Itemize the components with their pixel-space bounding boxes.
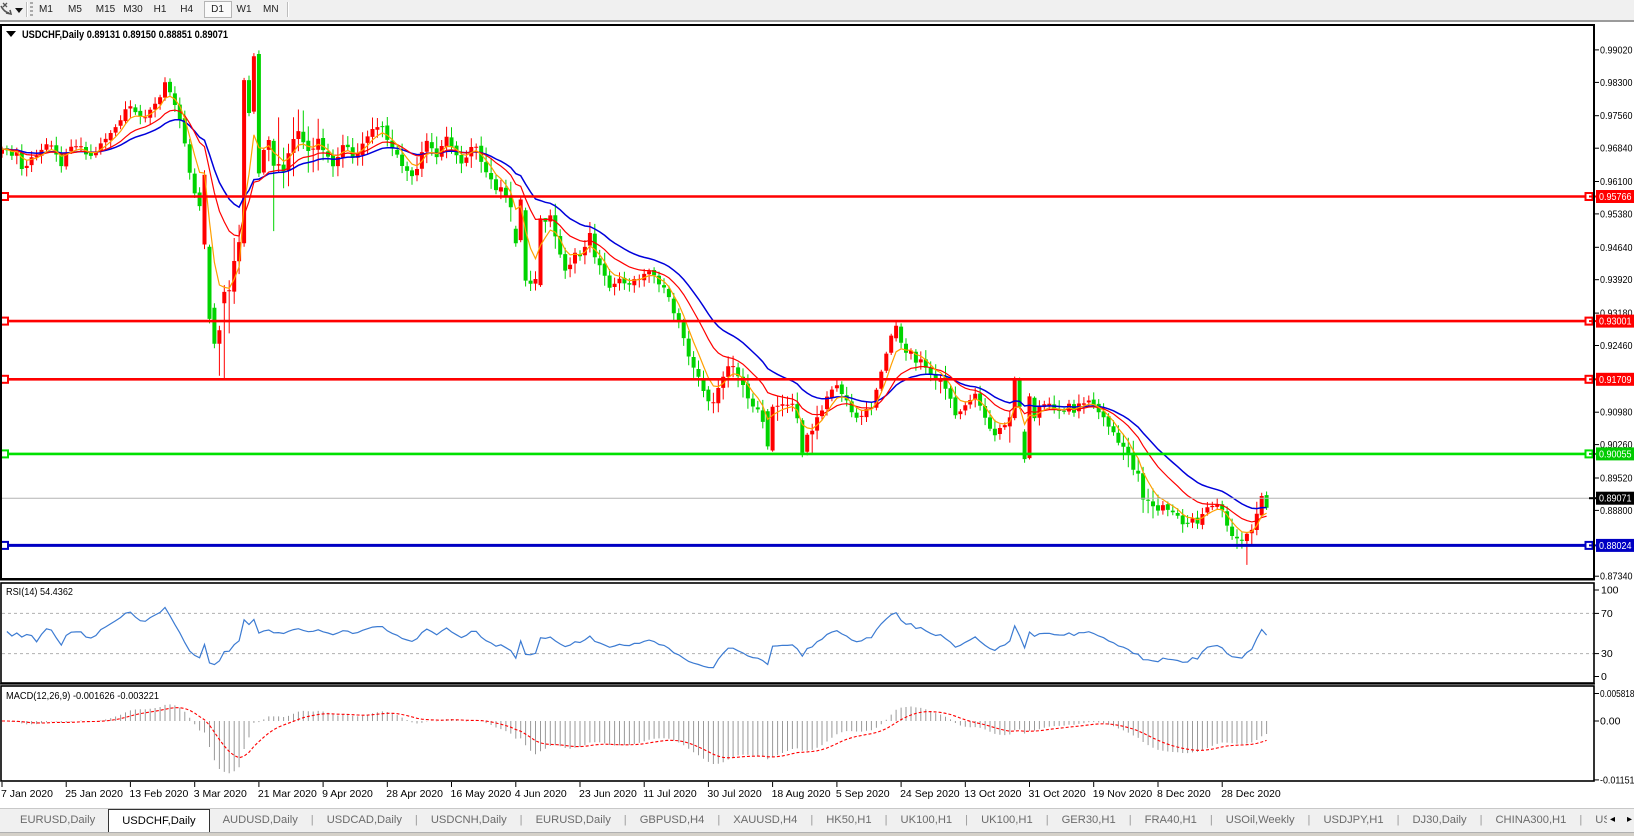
svg-text:24 Sep 2020: 24 Sep 2020 [900,788,960,800]
svg-text:9 Apr 2020: 9 Apr 2020 [322,788,373,800]
svg-text:0.96100: 0.96100 [1600,176,1633,188]
svg-text:30: 30 [1601,648,1613,660]
svg-text:0.93001: 0.93001 [1599,316,1632,328]
svg-text:23 Jun 2020: 23 Jun 2020 [579,788,637,800]
svg-text:0.96840: 0.96840 [1600,143,1633,155]
svg-text:8 Dec 2020: 8 Dec 2020 [1157,788,1211,800]
svg-text:0.91709: 0.91709 [1599,374,1632,386]
svg-text:30 Jul 2020: 30 Jul 2020 [707,788,761,800]
svg-text:0.95766: 0.95766 [1599,191,1632,203]
svg-text:28 Dec 2020: 28 Dec 2020 [1221,788,1281,800]
svg-text:0.89520: 0.89520 [1600,473,1633,485]
svg-text:0.005818: 0.005818 [1600,688,1634,700]
svg-text:28 Apr 2020: 28 Apr 2020 [386,788,443,800]
svg-text:0.90980: 0.90980 [1600,407,1633,419]
svg-text:19 Nov 2020: 19 Nov 2020 [1093,788,1153,800]
svg-text:3 Mar 2020: 3 Mar 2020 [194,788,247,800]
svg-text:31 Oct 2020: 31 Oct 2020 [1029,788,1086,800]
svg-text:13 Feb 2020: 13 Feb 2020 [129,788,188,800]
svg-text:0.87340: 0.87340 [1600,571,1633,583]
svg-text:5 Sep 2020: 5 Sep 2020 [836,788,890,800]
svg-text:-0.01151: -0.01151 [1600,774,1634,786]
svg-text:4 Jun 2020: 4 Jun 2020 [515,788,567,800]
svg-text:MACD(12,26,9) -0.001626 -0.003: MACD(12,26,9) -0.001626 -0.003221 [6,690,159,702]
svg-text:0.88024: 0.88024 [1599,540,1632,552]
svg-text:0.98300: 0.98300 [1600,77,1633,89]
svg-text:13 Oct 2020: 13 Oct 2020 [964,788,1021,800]
svg-text:RSI(14) 54.4362: RSI(14) 54.4362 [6,586,73,598]
svg-text:0.99020: 0.99020 [1600,44,1633,56]
svg-text:21 Mar 2020: 21 Mar 2020 [258,788,317,800]
svg-text:0.93920: 0.93920 [1600,274,1633,286]
svg-text:100: 100 [1601,585,1619,597]
svg-text:11 Jul 2020: 11 Jul 2020 [643,788,697,800]
svg-text:16 May 2020: 16 May 2020 [451,788,512,800]
svg-text:0.97560: 0.97560 [1600,110,1633,122]
svg-text:USDCHF,Daily 0.89131 0.89150: USDCHF,Daily 0.89131 0.89150 0.88851 0.8… [22,29,228,41]
svg-text:0.88800: 0.88800 [1600,505,1633,517]
svg-text:0.00: 0.00 [1600,716,1621,728]
svg-text:0.92460: 0.92460 [1600,340,1633,352]
svg-text:7 Jan 2020: 7 Jan 2020 [1,788,53,800]
svg-text:0.94640: 0.94640 [1600,242,1633,254]
svg-text:0.95380: 0.95380 [1600,208,1633,220]
svg-text:0: 0 [1601,671,1607,683]
svg-text:0.90055: 0.90055 [1599,448,1632,460]
svg-text:70: 70 [1601,608,1613,620]
svg-text:18 Aug 2020: 18 Aug 2020 [772,788,831,800]
svg-text:25 Jan 2020: 25 Jan 2020 [65,788,123,800]
svg-text:0.89071: 0.89071 [1599,493,1632,505]
